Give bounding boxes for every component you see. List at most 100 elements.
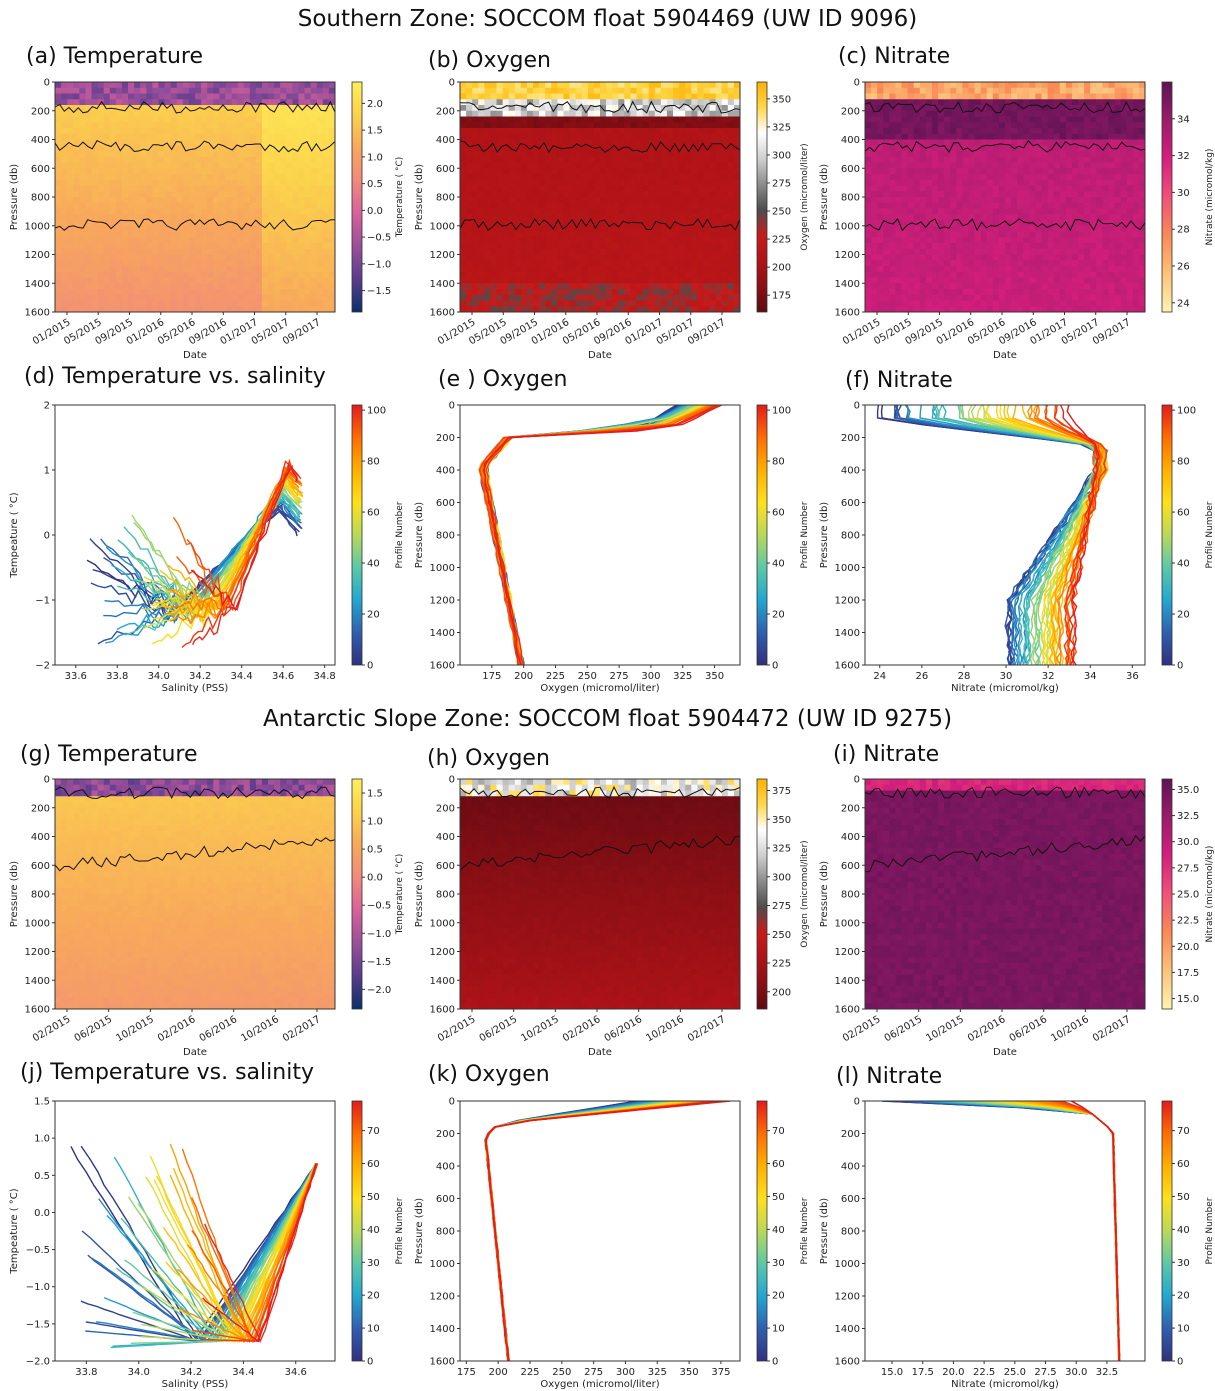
heatmap-cell: [508, 214, 516, 221]
heatmap-cell: [502, 116, 510, 123]
heatmap-cell: [950, 156, 957, 164]
heatmap-cell: [618, 306, 625, 312]
heatmap-cell: [907, 179, 915, 187]
heatmap-cell: [201, 208, 208, 215]
heatmap-cell: [956, 202, 963, 210]
heatmap-cell: [673, 248, 680, 256]
heatmap-cell: [992, 191, 1000, 198]
heatmap-cell: [606, 197, 613, 204]
heatmap-cell: [261, 277, 269, 284]
heatmap-cell: [255, 277, 263, 284]
heatmap-cell: [79, 174, 87, 181]
heatmap-cell: [195, 185, 202, 192]
heatmap-cell: [654, 248, 662, 256]
heatmap-cell: [128, 156, 135, 164]
heatmap-cell: [889, 271, 897, 279]
heatmap-cell: [152, 122, 160, 129]
heatmap-cell: [261, 237, 269, 244]
heatmap-cell: [636, 82, 644, 89]
heatmap-cell: [109, 225, 117, 233]
heatmap-cell: [164, 145, 172, 152]
heatmap-cell: [146, 168, 153, 175]
heatmap-cell: [478, 168, 485, 175]
heatmap-cell: [648, 128, 656, 135]
heatmap-cell: [201, 116, 208, 123]
heatmap-cell: [539, 289, 546, 296]
heatmap-cell: [140, 105, 147, 112]
heatmap-cell: [472, 260, 479, 267]
heatmap-cell: [97, 156, 105, 164]
heatmap-cell: [697, 87, 705, 95]
heatmap-cell: [642, 283, 650, 290]
heatmap-cell: [660, 260, 668, 267]
heatmap-cell: [986, 220, 994, 227]
heatmap-cell: [243, 116, 251, 123]
heatmap-cell: [243, 110, 251, 118]
heatmap-cell: [992, 174, 1000, 181]
heatmap-cell: [237, 248, 245, 256]
heatmap-cell: [502, 220, 510, 227]
heatmap-cell: [709, 139, 717, 146]
heatmap-cell: [231, 168, 239, 175]
heatmap-cell: [624, 168, 632, 175]
heatmap-cell: [73, 174, 80, 181]
heatmap-cell: [496, 300, 504, 307]
heatmap-cell: [1005, 174, 1012, 181]
heatmap-cell: [243, 214, 251, 221]
heatmap-cell: [1005, 260, 1012, 267]
heatmap-cell: [660, 156, 668, 164]
heatmap-cell: [97, 105, 105, 112]
heatmap-cell: [871, 243, 878, 250]
heatmap-cell: [310, 122, 318, 129]
heatmap-cell: [164, 133, 172, 141]
heatmap-cell: [557, 289, 565, 296]
heatmap-cell: [877, 243, 884, 250]
heatmap-cell: [721, 306, 729, 312]
heatmap-cell: [581, 185, 589, 192]
heatmap-cell: [201, 197, 208, 204]
heatmap-cell: [286, 208, 293, 215]
heatmap-cell: [310, 231, 318, 238]
heatmap-cell: [679, 110, 686, 118]
heatmap-cell: [85, 174, 93, 181]
heatmap-cell: [298, 237, 306, 244]
heatmap-cell: [727, 271, 735, 279]
heatmap-cell: [557, 306, 565, 312]
heatmap-cell: [280, 197, 287, 204]
heatmap-cell: [721, 208, 729, 215]
heatmap-cell: [913, 271, 921, 279]
heatmap-cell: [219, 214, 227, 221]
heatmap-cell: [508, 122, 516, 129]
heatmap-cell: [526, 225, 534, 233]
heatmap-cell: [67, 179, 74, 187]
heatmap-cell: [1005, 99, 1012, 106]
heatmap-cell: [1035, 99, 1043, 106]
heatmap-cell: [188, 197, 196, 204]
heatmap-cell: [685, 254, 692, 261]
heatmap-cell: [721, 260, 729, 267]
heatmap-cell: [188, 151, 196, 158]
heatmap-cell: [865, 133, 872, 141]
heatmap-cell: [231, 248, 239, 256]
heatmap-cell: [219, 260, 227, 267]
heatmap-cell: [261, 99, 269, 106]
heatmap-cell: [974, 283, 982, 290]
heatmap-cell: [956, 133, 963, 141]
heatmap-cell: [624, 82, 632, 89]
heatmap-cell: [697, 151, 705, 158]
heatmap-cell: [624, 197, 632, 204]
heatmap-cell: [115, 271, 123, 279]
heatmap-cell: [907, 266, 915, 273]
heatmap-cell: [968, 202, 976, 210]
heatmap-cell: [733, 110, 740, 118]
heatmap-cell: [618, 202, 625, 210]
heatmap-cell: [962, 289, 970, 296]
colorbar-tick-label: 1.5: [367, 126, 383, 137]
heatmap-cell: [925, 93, 933, 100]
heatmap-cell: [261, 220, 269, 227]
heatmap-cell: [140, 139, 147, 146]
heatmap-cell: [877, 191, 884, 198]
heatmap-cell: [883, 105, 890, 112]
heatmap-cell: [1017, 289, 1024, 296]
heatmap-cell: [925, 110, 933, 118]
